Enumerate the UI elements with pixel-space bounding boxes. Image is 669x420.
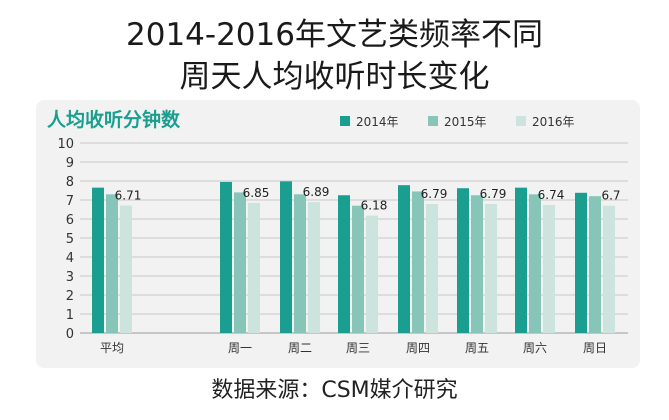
bar [234, 192, 246, 333]
bar [471, 195, 483, 333]
y-tick-label: 3 [66, 270, 74, 285]
bar [106, 194, 118, 333]
y-tick-label: 9 [66, 156, 74, 171]
y-tick-label: 7 [66, 194, 74, 209]
bar [352, 205, 364, 333]
legend-label: 2015年 [444, 115, 487, 129]
bar [220, 181, 232, 333]
bar [529, 194, 541, 333]
bar [603, 205, 615, 333]
bar [589, 196, 601, 333]
bar [485, 203, 497, 333]
data-label: 6.89 [303, 185, 330, 199]
y-tick-label: 6 [66, 213, 74, 228]
legend-label: 2014年 [356, 115, 399, 129]
y-tick-label: 5 [66, 232, 74, 247]
x-tick-label: 周一 [228, 341, 252, 355]
bar [120, 205, 132, 333]
legend-swatch [340, 116, 350, 126]
x-tick-label: 周四 [406, 341, 430, 355]
data-label: 6.74 [538, 188, 565, 202]
y-tick-label: 2 [66, 289, 74, 304]
bar [398, 185, 410, 333]
data-label: 6.18 [361, 199, 388, 213]
bar [457, 188, 469, 333]
x-tick-label: 周三 [346, 341, 370, 355]
bar [338, 195, 350, 333]
y-tick-label: 8 [66, 175, 74, 190]
x-tick-label: 周二 [288, 341, 312, 355]
data-label: 6.7 [601, 189, 620, 203]
y-tick-label: 4 [66, 251, 74, 266]
chart-title-line2: 周天人均收听时长变化 [179, 59, 490, 95]
chart-subtitle: 人均收听分钟数 [47, 108, 181, 131]
x-tick-label: 周五 [465, 341, 489, 355]
legend-swatch [516, 116, 526, 126]
y-tick-label: 10 [57, 137, 74, 152]
y-tick-label: 0 [66, 327, 74, 342]
x-tick-label: 周日 [583, 341, 607, 355]
y-tick-label: 1 [66, 308, 74, 323]
bar [280, 181, 292, 333]
data-label: 6.71 [115, 189, 142, 203]
data-source: 数据来源：CSM媒介研究 [211, 378, 458, 403]
bar [575, 192, 587, 333]
bar [412, 191, 424, 333]
bar [515, 187, 527, 333]
chart-title-line1: 2014-2016年文艺类频率不同 [126, 17, 543, 53]
x-tick-label: 平均 [100, 341, 124, 355]
data-label: 6.79 [421, 187, 448, 201]
bar [92, 187, 104, 333]
legend-swatch [428, 116, 438, 126]
x-tick-label: 周六 [523, 341, 547, 355]
bar [426, 203, 438, 333]
bar [308, 202, 320, 333]
legend-label: 2016年 [532, 115, 575, 129]
bar [543, 204, 555, 333]
bar [366, 215, 378, 333]
bar [248, 202, 260, 333]
data-label: 6.79 [480, 187, 507, 201]
data-label: 6.85 [243, 186, 270, 200]
bar [294, 194, 306, 333]
